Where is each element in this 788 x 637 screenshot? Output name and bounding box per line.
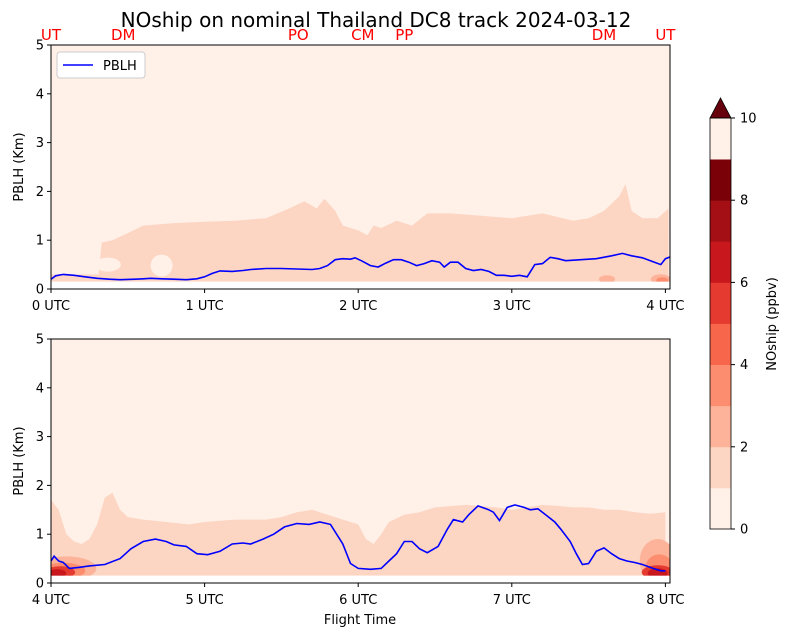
site-label: CM <box>351 26 374 44</box>
colorbar-tick-label: 6 <box>740 276 748 291</box>
x-tick-label: 2 UTC <box>339 299 377 314</box>
site-label: UT <box>41 26 62 44</box>
colorbar-tick-label: 4 <box>740 358 748 373</box>
y-tick-label: 0 <box>36 283 44 298</box>
legend-box <box>56 51 146 79</box>
contour-gap <box>94 257 121 272</box>
legend-label: PBLH <box>103 59 137 74</box>
colorbar-tick-label: 8 <box>740 194 748 209</box>
axes-frame <box>50 338 671 584</box>
x-tick-label: 4 UTC <box>646 299 684 314</box>
site-label: PP <box>395 26 413 44</box>
site-label: DM <box>592 26 617 44</box>
contour-hotspot <box>599 275 616 284</box>
colorbar-segment <box>710 487 731 530</box>
y-tick-label: 2 <box>36 185 44 200</box>
contour-hotspot <box>51 569 67 578</box>
top-panel: 0 1 2 3 4 5 0 UTC 1 UTC 2 UTC 3 UTC 4 UTC PBLH (Km)… <box>12 26 684 314</box>
y-tick-label: 2 <box>36 479 44 494</box>
x-tick-label: 6 UTC <box>339 593 377 608</box>
y-tick-label: 3 <box>36 136 44 151</box>
y-axis-label: PBLH (Km) <box>12 426 27 495</box>
x-axis-label: Flight Time <box>324 613 396 628</box>
colorbar-label: NOship (ppbv) <box>765 277 780 371</box>
colorbar-segment <box>710 323 731 365</box>
site-label: DM <box>111 26 136 44</box>
colorbar-segment <box>710 118 731 160</box>
plot-area <box>51 339 670 583</box>
y-tick-label: 4 <box>36 381 44 396</box>
pblh-line <box>51 252 670 281</box>
x-tick-label: 8 UTC <box>646 593 684 608</box>
colorbar: 0 2 4 6 8 10 <box>709 97 757 538</box>
x-tick-label: 1 UTC <box>186 299 224 314</box>
site-label: UT <box>655 26 676 44</box>
x-tick-label: 7 UTC <box>493 593 531 608</box>
y-tick-label: 5 <box>36 333 44 348</box>
plot-area <box>51 45 670 289</box>
colorbar-extend-arrow <box>709 97 732 119</box>
y-tick-label: 3 <box>36 430 44 445</box>
x-tick-label: 3 UTC <box>493 299 531 314</box>
contour-gap <box>150 254 173 277</box>
bottom-panel: 0 1 2 3 4 5 4 UTC 5 UTC 6 UTC 7 UTC 8 UTC PBLH (Km) <box>12 333 684 609</box>
pblh-line <box>51 504 666 572</box>
contour-level-1 <box>51 184 669 282</box>
chart-title: NOship on nominal Thailand DC8 track 202… <box>121 8 632 32</box>
y-tick-label: 5 <box>36 39 44 54</box>
colorbar-segment <box>710 446 731 489</box>
x-tick-label: 0 UTC <box>32 299 70 314</box>
y-tick-label: 1 <box>36 528 44 543</box>
x-tick-label: 5 UTC <box>186 593 224 608</box>
colorbar-tick-label: 2 <box>740 440 748 455</box>
y-axis-label: PBLH (Km) <box>12 132 27 201</box>
y-tick-label: 0 <box>36 577 44 592</box>
ground-strip <box>51 281 670 289</box>
site-label: PO <box>288 26 309 44</box>
y-tick-label: 4 <box>36 87 44 102</box>
axes-frame <box>50 44 671 290</box>
legend: PBLH <box>56 51 146 79</box>
x-tick-label: 4 UTC <box>32 593 70 608</box>
colorbar-segment <box>710 200 731 242</box>
colorbar-segment <box>710 282 731 324</box>
ground-strip <box>51 575 670 583</box>
colorbar-tick-label: 0 <box>740 523 748 538</box>
colorbar-segment <box>710 405 731 448</box>
colorbar-segment <box>710 364 731 407</box>
colorbar-segment <box>710 159 731 201</box>
y-tick-label: 1 <box>36 234 44 249</box>
colorbar-frame <box>709 117 732 530</box>
colorbar-segment <box>710 241 731 283</box>
colorbar-tick-label: 10 <box>740 112 757 127</box>
